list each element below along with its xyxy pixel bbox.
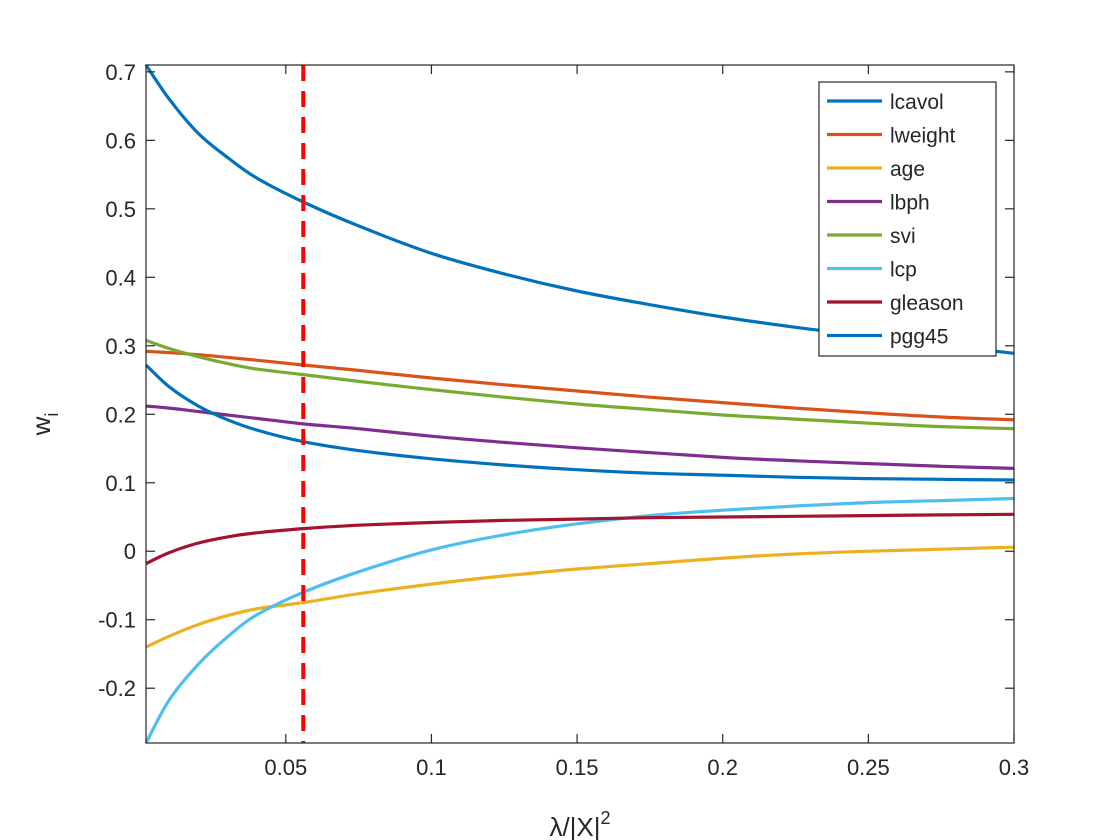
legend-label-pgg45: pgg45 — [890, 326, 948, 349]
legend-label-lcp: lcp — [890, 259, 917, 282]
legend-label-svi: svi — [890, 225, 916, 248]
y-tick-label: 0.1 — [105, 471, 136, 496]
axis-labels: λ/|X|2 wi — [26, 413, 611, 840]
series-lines — [144, 64, 1015, 744]
y-tick-label: -0.1 — [98, 608, 136, 633]
y-tick-label: -0.2 — [98, 676, 136, 701]
series-line-lcp — [144, 496, 1015, 744]
legend: lcavol lweight age lbph svi lcp gleason pgg45 — [818, 81, 997, 357]
x-axis-label: λ/|X|2 — [549, 808, 610, 840]
y-tick-label: 0.6 — [105, 128, 136, 153]
legend-label-lweight: lweight — [890, 125, 956, 148]
series-line-gleason — [145, 512, 1015, 566]
x-axis-label-main: λ/|X| — [549, 812, 600, 840]
x-tick-label: 0.25 — [847, 755, 890, 780]
series-line-pgg45 — [144, 363, 1015, 482]
ticks: 0.05 0.1 0.15 0.2 0.25 0.3 -0.2 -0.1 0 0.1 0.2 0.3 0… — [98, 60, 1029, 780]
legend-box — [818, 81, 997, 357]
legend-label-lcavol: lcavol — [890, 91, 944, 114]
series-line-svi — [145, 338, 1015, 431]
y-tick-label: 0 — [124, 539, 136, 564]
series-line-lbph — [145, 404, 1015, 470]
y-axis-label-main: w — [26, 416, 56, 436]
x-tick-label: 0.3 — [999, 755, 1030, 780]
x-tick-label: 0.05 — [264, 755, 307, 780]
x-tick-label: 0.15 — [556, 755, 599, 780]
x-axis-label-superscript: 2 — [601, 808, 611, 828]
legend-label-gleason: gleason — [890, 292, 964, 315]
series-line-lweight — [145, 349, 1015, 422]
x-tick-label: 0.2 — [707, 755, 738, 780]
axes-box — [145, 64, 1015, 744]
legend-label-lbph: lbph — [890, 192, 930, 215]
y-axis-label: wi — [26, 413, 62, 437]
y-tick-label: 0.2 — [105, 402, 136, 427]
series-line-age — [145, 545, 1015, 649]
plot-frame — [145, 64, 1015, 744]
y-tick-label: 0.5 — [105, 197, 136, 222]
y-tick-label: 0.4 — [105, 265, 136, 290]
y-tick-label: 0.7 — [105, 60, 136, 85]
x-tick-label: 0.1 — [416, 755, 447, 780]
legend-label-age: age — [890, 158, 925, 181]
y-tick-label: 0.3 — [105, 334, 136, 359]
y-axis-label-subscript: i — [42, 413, 62, 417]
